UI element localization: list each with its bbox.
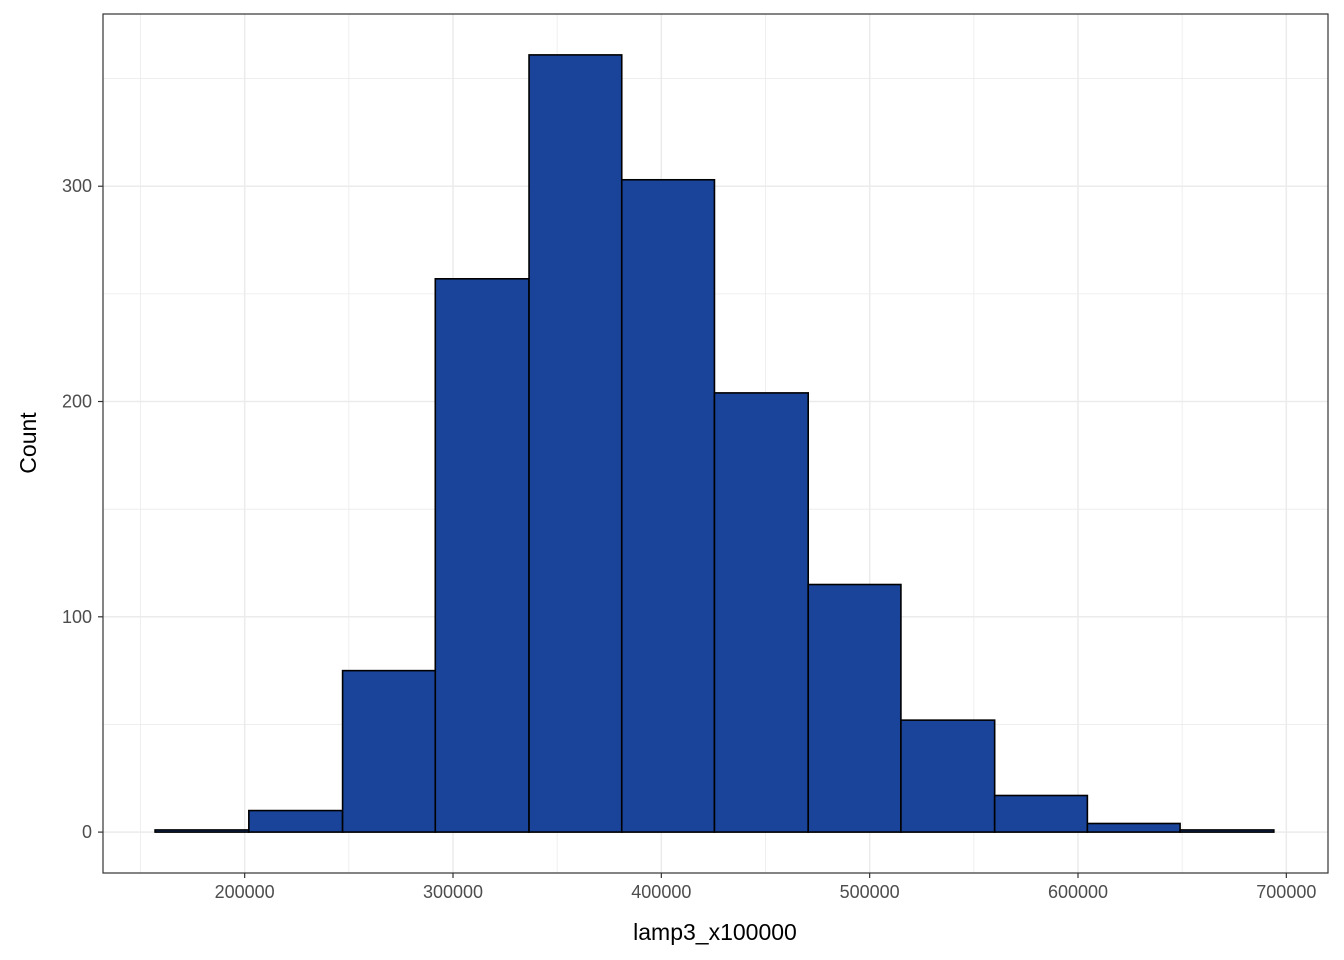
histogram-bar	[713, 392, 810, 833]
histogram-bar	[528, 54, 623, 833]
x-axis: 200000 300000 400000 500000 600000 700000	[215, 873, 1316, 902]
histogram-bar	[154, 829, 250, 833]
histogram-bar	[620, 178, 716, 833]
histogram-bar	[900, 719, 996, 833]
y-tick-label: 300	[62, 176, 92, 196]
x-tick-label: 500000	[840, 882, 900, 902]
y-tick-label: 0	[82, 822, 92, 842]
y-tick-label: 100	[62, 607, 92, 627]
histogram-bar	[341, 669, 437, 833]
x-tick-label: 200000	[215, 882, 275, 902]
histogram-bar	[434, 278, 530, 833]
histogram-bar	[1086, 822, 1181, 833]
x-axis-title: lamp3_x100000	[633, 919, 797, 945]
x-tick-label: 300000	[423, 882, 483, 902]
y-axis: 0 100 200 300	[62, 176, 103, 842]
histogram-bar	[993, 794, 1089, 833]
histogram-bar	[1179, 829, 1275, 833]
y-tick-label: 200	[62, 392, 92, 412]
histogram-bars	[154, 54, 1275, 833]
histogram-bar	[807, 583, 902, 833]
x-tick-label: 700000	[1256, 882, 1316, 902]
y-axis-title: Count	[15, 412, 41, 474]
x-tick-label: 400000	[631, 882, 691, 902]
panel-border	[102, 13, 1329, 874]
histogram-bar	[248, 809, 344, 833]
x-tick-label: 600000	[1048, 882, 1108, 902]
